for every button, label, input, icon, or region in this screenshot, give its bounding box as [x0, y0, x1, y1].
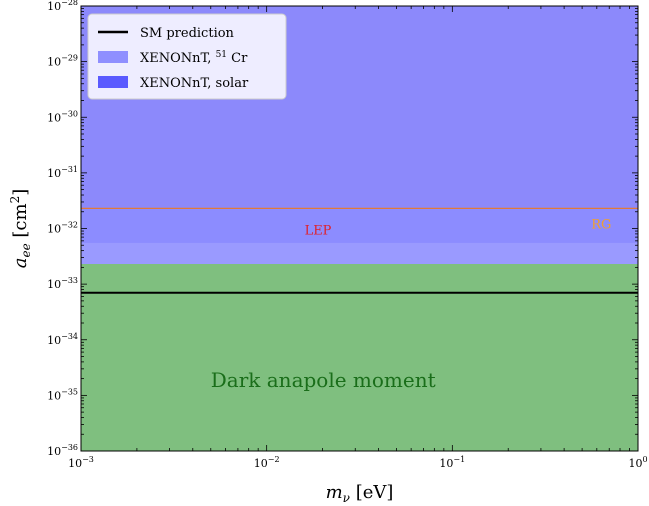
y-tick-label: 10−32 [47, 221, 78, 236]
y-tick-label: 10−30 [47, 109, 78, 124]
y-tick-label: 10−36 [47, 443, 78, 458]
plot-area: LEP RG Dark anapole moment [80, 5, 639, 452]
annotation-dark-anapole-moment: Dark anapole moment [211, 368, 436, 392]
legend-patch [98, 76, 128, 88]
annotation-lep: LEP [305, 224, 332, 239]
y-tick-label: 10−33 [47, 276, 78, 291]
y-tick-label: 10−34 [47, 332, 78, 347]
x-tick-label: 10−2 [254, 455, 280, 470]
y-tick-label: 10−35 [47, 387, 78, 402]
legend-label: XENONnT, 51 Cr [140, 50, 248, 66]
y-tick-label: 10−28 [47, 0, 78, 13]
x-tick-label: 10−1 [439, 455, 465, 470]
y-tick-label: 10−31 [47, 165, 78, 180]
x-axis-title: mν [eV] [326, 482, 394, 505]
annotation-rg: RG [591, 218, 611, 233]
y-tick-label: 10−29 [47, 54, 78, 69]
y-axis-title: aee [cm2] [8, 189, 33, 269]
region-dark-anapole-moment [81, 264, 638, 451]
legend-label: XENONnT, solar [140, 76, 249, 91]
legend-label: SM prediction [140, 26, 235, 41]
legend: SM prediction XENONnT, 51 Cr XENONnT, sola… [87, 13, 287, 100]
legend-patch [98, 51, 128, 63]
legend-box [87, 13, 287, 100]
x-axis: 10−3 10−2 10−1 100 [68, 6, 648, 470]
x-tick-label: 10−3 [68, 455, 94, 470]
x-tick-label: 100 [628, 455, 647, 470]
y-axis: 10−28 10−29 10−30 10−31 10−32 10−33 10−34 10−35… [47, 0, 638, 458]
